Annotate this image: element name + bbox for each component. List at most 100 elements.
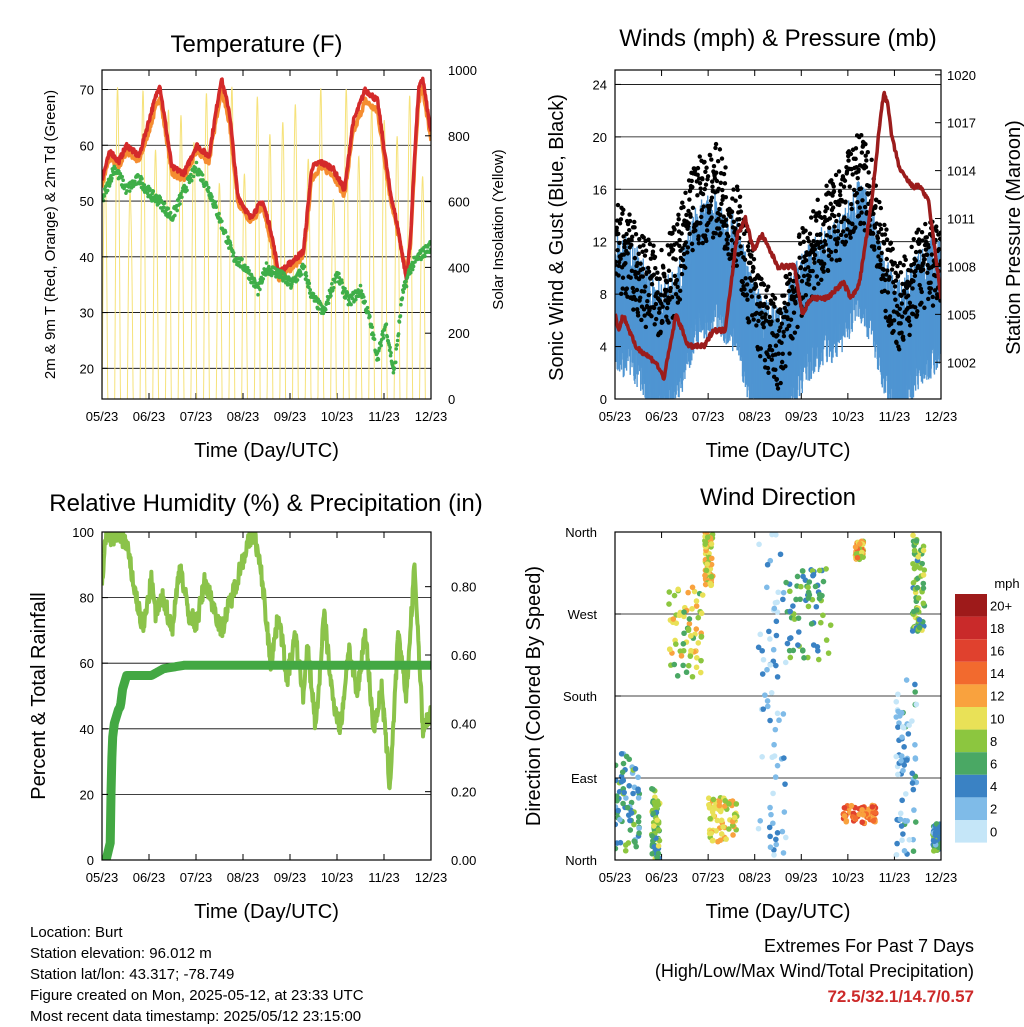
gust-point [630,285,635,291]
direction-point [912,819,919,825]
gust-point [743,276,748,281]
gust-point [655,270,660,275]
td-point [191,174,196,179]
gust-point [885,290,891,295]
gust-point [800,226,805,231]
legend-label: 10 [990,711,1004,726]
gust-point [922,257,927,262]
gust-point [930,294,935,300]
gust-point [833,172,839,178]
td-point [395,343,399,347]
gust-point [745,244,751,249]
gust-point [879,250,884,256]
direction-point [768,811,774,818]
gust-point [615,225,619,230]
gust-point [917,282,922,288]
td-point [253,281,258,285]
direction-point [681,630,687,637]
direction-point [762,692,768,698]
gust-point [861,221,867,226]
legend-label: 20+ [990,598,1012,613]
direction-point [695,640,702,646]
gust-point [725,246,730,251]
gust-point [797,255,802,260]
td-point [398,314,403,318]
direction-point [848,802,855,809]
y-tick-label: 8 [600,287,607,302]
direction-point [920,580,927,587]
gust-point [759,276,764,282]
gust-point [729,238,734,243]
direction-point [820,612,826,619]
gust-point [643,284,648,289]
gust-point [717,206,722,212]
gust-point [889,267,895,272]
gust-point [716,216,721,222]
gust-point [784,308,789,314]
gust-point [734,263,740,268]
gust-point [692,168,698,173]
direction-point [893,714,900,720]
direction-point [910,532,916,539]
gust-point [645,265,651,271]
direction-point [916,617,923,623]
direction-point [919,560,925,567]
direction-point [805,584,811,591]
gust-point [702,159,707,165]
gust-point [798,265,804,270]
gust-point [629,234,635,240]
gust-point [776,351,781,356]
td-point [302,264,307,269]
gust-point [637,244,643,249]
gust-point [765,305,770,311]
y-tick-label: 100 [72,525,94,540]
gust-point [710,179,715,184]
gust-point [934,224,939,229]
x-tick-label: 10/23 [321,870,354,885]
gust-point [855,199,860,205]
gust-point [917,249,923,254]
gust-point [920,238,925,243]
direction-point [921,567,928,573]
direction-point [920,547,927,554]
td-point [408,270,413,275]
direction-point [795,615,802,621]
gust-point [843,239,849,245]
y-right-tick-label: 0 [448,392,455,407]
direction-point [782,659,789,666]
gust-point [808,215,814,220]
gust-point [803,258,809,263]
td-point [125,189,129,193]
direction-point [685,626,692,632]
direction-point [649,850,656,857]
gust-point [875,239,881,245]
direction-point [689,606,695,612]
gust-point [828,249,834,255]
gust-point [788,317,794,322]
direction-point [793,596,799,603]
gust-point [786,288,792,294]
gust-point [891,318,897,323]
gust-point [910,311,916,317]
gust-point [816,210,822,215]
direction-point [776,717,782,724]
gust-point [672,227,677,232]
td-point [393,360,398,365]
gust-point [722,181,728,186]
gust-point [679,271,685,277]
gust-point [659,247,664,253]
gust-point [857,205,862,210]
t2m-line [102,76,431,281]
gust-point [738,244,743,249]
td-point [368,314,372,319]
gust-point [924,235,929,240]
direction-point [632,839,638,846]
gust-point [908,268,913,273]
td-point [205,182,209,187]
gust-point [748,260,753,265]
direction-point [893,698,900,705]
gust-point [641,235,646,240]
x-tick-label: 09/23 [274,409,307,424]
temperature-frame [101,69,432,400]
gust-point [877,222,883,227]
